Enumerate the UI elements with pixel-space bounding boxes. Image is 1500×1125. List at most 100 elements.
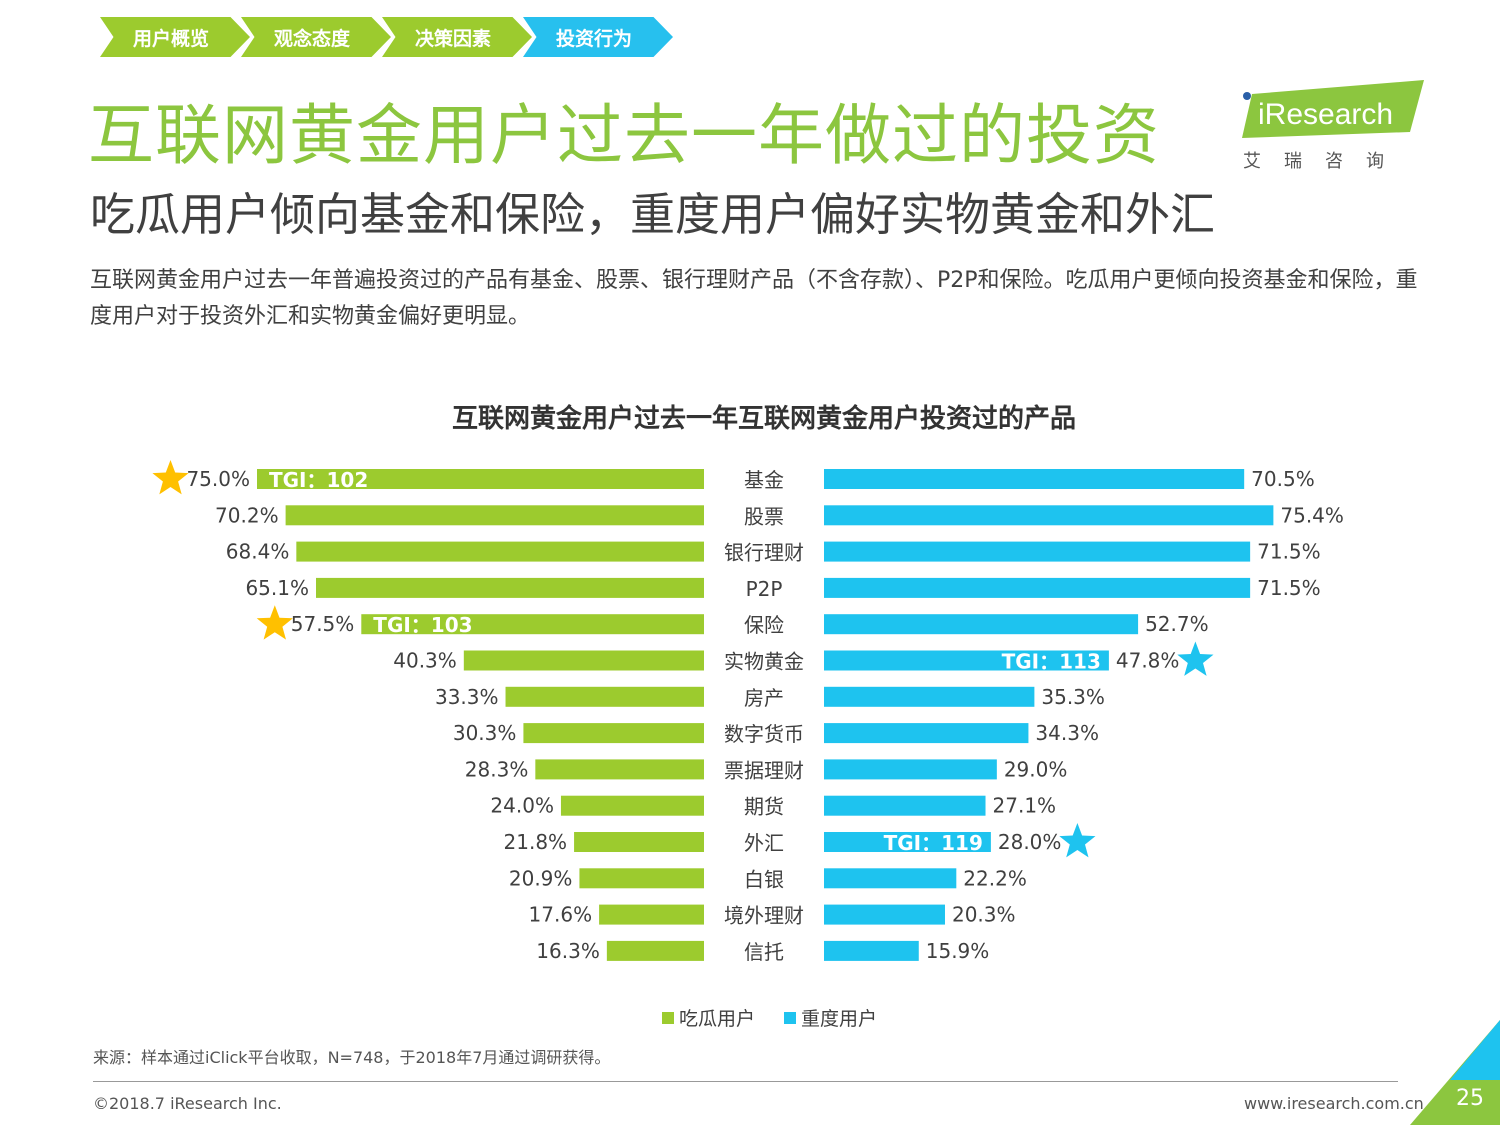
data-label-right: 35.3% <box>1041 685 1105 709</box>
data-label-right: 75.4% <box>1280 503 1344 527</box>
nav-item-attitude[interactable]: 观念态度 <box>241 17 391 57</box>
nav-item-user-overview[interactable]: 用户概览 <box>100 17 250 57</box>
page-description: 互联网黄金用户过去一年普遍投资过的产品有基金、股票、银行理财产品（不含存款）、P… <box>90 268 1418 329</box>
nav-item-label: 决策因素 <box>414 27 491 50</box>
data-label-right: 27.1% <box>993 794 1057 818</box>
data-label-left: 65.1% <box>245 576 309 600</box>
bar-吃瓜用户 <box>535 759 704 780</box>
bar-重度用户 <box>824 832 991 852</box>
tgi-label: TGI：103 <box>373 613 472 637</box>
bar-吃瓜用户 <box>296 541 704 562</box>
bar-重度用户 <box>824 505 1274 526</box>
breadcrumb: 用户概览 观念态度 决策因素 投资行为 <box>100 17 673 57</box>
data-label-left: 70.2% <box>215 503 279 527</box>
data-label-left: 57.5% <box>291 612 355 636</box>
butterfly-bar-chart: 互联网黄金用户过去一年互联网黄金用户投资过的产品 75.0% 基金 70.5% TGI：… <box>152 403 1344 1030</box>
legend-label: 重度用户 <box>801 1008 877 1030</box>
category-label: 外汇 <box>744 831 784 855</box>
data-label-right: 20.3% <box>952 903 1016 927</box>
tgi-label: TGI：113 <box>1002 650 1101 674</box>
category-label: 股票 <box>744 504 784 528</box>
legend-label: 吃瓜用户 <box>679 1008 755 1030</box>
copyright: ©2018.7 iResearch Inc. <box>93 1094 282 1113</box>
bar-重度用户 <box>824 614 1139 635</box>
star-icon <box>152 460 189 495</box>
page-title: 互联网黄金用户过去一年做过的投资 <box>88 97 1160 174</box>
data-label-right: 71.5% <box>1257 540 1321 564</box>
star-icon <box>1177 641 1214 676</box>
tgi-label: TGI：102 <box>269 468 368 492</box>
page-subtitle: 吃瓜用户倾向基金和保险，重度用户偏好实物黄金和外汇 <box>90 188 1216 241</box>
data-label-left: 20.9% <box>509 866 573 890</box>
website-link[interactable]: www.iresearch.com.cn <box>1244 1094 1424 1113</box>
category-label: 保险 <box>744 613 784 637</box>
data-label-right: 22.2% <box>963 866 1027 890</box>
footer-divider <box>93 1081 1398 1082</box>
bar-吃瓜用户 <box>523 723 704 744</box>
logo-shape <box>1242 80 1424 138</box>
category-label: 境外理财 <box>724 904 804 928</box>
bar-吃瓜用户 <box>574 832 704 852</box>
category-label: 期货 <box>744 795 784 819</box>
bar-吃瓜用户 <box>361 614 704 635</box>
category-label: 基金 <box>744 468 784 492</box>
nav-item-label: 用户概览 <box>132 27 209 50</box>
data-label-right: 28.0% <box>998 830 1062 854</box>
bar-重度用户 <box>824 577 1251 598</box>
category-label: 票据理财 <box>724 758 804 782</box>
nav-item-decision-factors[interactable]: 决策因素 <box>382 17 532 57</box>
data-label-right: 71.5% <box>1257 576 1321 600</box>
category-label: 房产 <box>744 686 784 710</box>
category-label: 数字货币 <box>724 722 804 746</box>
category-label: 银行理财 <box>724 541 804 565</box>
nav-item-label: 观念态度 <box>273 27 350 50</box>
bar-吃瓜用户 <box>285 505 704 526</box>
bar-重度用户 <box>824 904 945 925</box>
data-label-left: 40.3% <box>393 649 457 673</box>
bar-吃瓜用户 <box>606 940 704 961</box>
legend-swatch-重度用户 <box>784 1012 796 1024</box>
bar-重度用户 <box>824 650 1109 671</box>
data-label-left: 28.3% <box>465 757 529 781</box>
corner-green-shape <box>1410 1020 1500 1125</box>
legend-swatch-吃瓜用户 <box>662 1012 674 1024</box>
bar-重度用户 <box>824 541 1251 562</box>
star-icon <box>1059 823 1096 858</box>
data-label-left: 30.3% <box>453 721 517 745</box>
data-label-right: 47.8% <box>1116 649 1180 673</box>
bar-重度用户 <box>824 686 1035 707</box>
page-number: 25 <box>1456 1086 1484 1111</box>
nav-item-label: 投资行为 <box>555 27 632 50</box>
chart-title: 互联网黄金用户过去一年互联网黄金用户投资过的产品 <box>452 403 1076 434</box>
bar-重度用户 <box>824 723 1029 744</box>
bar-重度用户 <box>824 940 919 961</box>
data-label-left: 24.0% <box>490 794 554 818</box>
data-label-right: 15.9% <box>926 939 990 963</box>
bar-吃瓜用户 <box>463 650 704 671</box>
data-label-left: 16.3% <box>536 939 600 963</box>
bar-吃瓜用户 <box>505 686 704 707</box>
data-label-left: 68.4% <box>226 540 290 564</box>
bar-吃瓜用户 <box>257 469 704 489</box>
data-label-left: 33.3% <box>435 685 499 709</box>
bar-重度用户 <box>824 759 997 780</box>
bar-吃瓜用户 <box>579 868 704 889</box>
bar-重度用户 <box>824 469 1245 489</box>
corner-blue-shape <box>1450 1020 1500 1080</box>
category-label: P2P <box>746 577 783 601</box>
logo-dot <box>1243 92 1251 100</box>
data-label-right: 70.5% <box>1251 467 1315 491</box>
data-label-left: 21.8% <box>504 830 568 854</box>
corner-decoration <box>1410 1020 1500 1125</box>
data-label-left: 17.6% <box>529 903 593 927</box>
iresearch-logo: iResearch <box>1242 80 1424 138</box>
category-label: 实物黄金 <box>724 650 804 674</box>
bar-吃瓜用户 <box>316 577 704 598</box>
bar-重度用户 <box>824 795 986 816</box>
logo-text: iResearch <box>1258 98 1393 131</box>
nav-item-investment-behavior[interactable]: 投资行为 <box>523 17 673 57</box>
bar-重度用户 <box>824 868 957 889</box>
category-label: 信托 <box>744 940 784 964</box>
bar-吃瓜用户 <box>560 795 704 816</box>
data-label-right: 34.3% <box>1035 721 1099 745</box>
